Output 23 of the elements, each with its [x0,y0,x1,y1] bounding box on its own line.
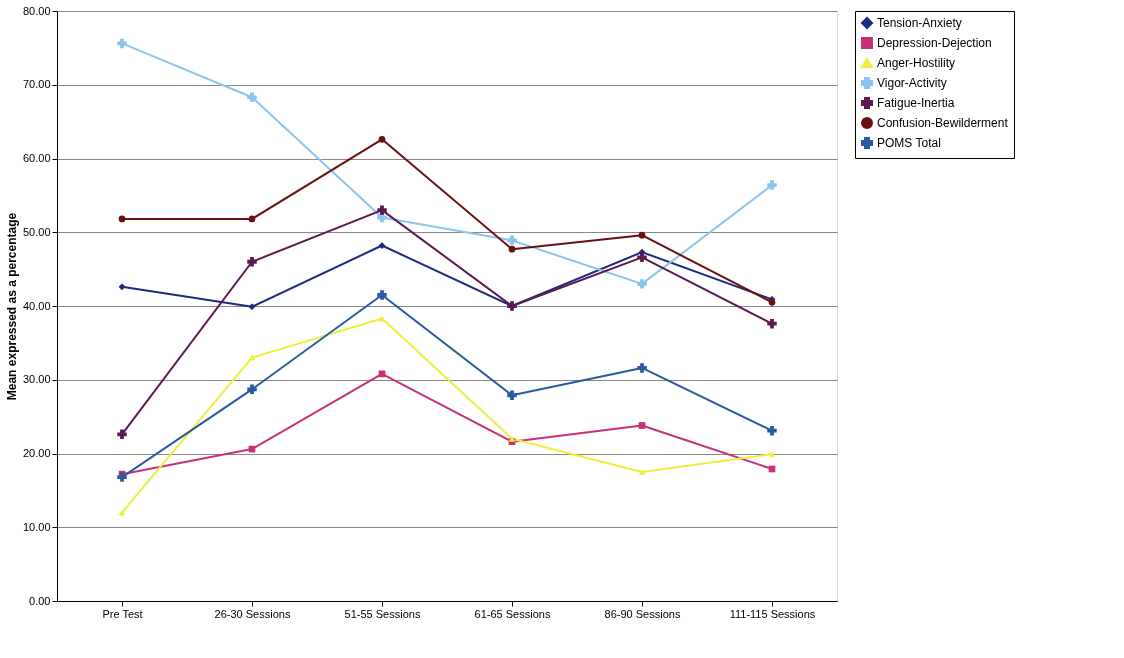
x-tick-label: Pre Test [102,607,143,620]
y-tick-label: 30.00 [22,373,51,386]
legend-label: Anger-Hostility [877,56,956,70]
y-tick-label: 20.00 [22,447,51,459]
legend-label: Vigor-Activity [877,76,947,90]
y-tick-label: 70.00 [22,78,51,91]
legend-label: Fatigue-Inertia [877,96,955,110]
y-axis-title: Mean expressed as a percentage [4,212,19,401]
y-tick-label: 0.00 [29,594,51,607]
legend-label: POMS Total [877,136,941,150]
x-tick-label: 86-90 Sessions [604,607,681,620]
x-tick-label: 26-30 Sessions [214,607,291,620]
y-tick-label: 40.00 [22,299,51,312]
legend-label: Tension-Anxiety [877,16,962,30]
legend-label: Confusion-Bewilderment [877,116,1009,130]
y-tick-label: 50.00 [22,225,51,238]
x-tick-label: 111-115 Sessions [729,607,816,620]
x-tick-label: 51-55 Sessions [344,607,421,620]
legend-label: Depression-Dejection [877,36,992,50]
y-tick-label: 80.00 [22,4,51,17]
y-tick-label: 60.00 [22,152,51,164]
x-tick-label: 61-65 Sessions [474,607,551,620]
y-tick-label: 10.00 [22,520,51,533]
